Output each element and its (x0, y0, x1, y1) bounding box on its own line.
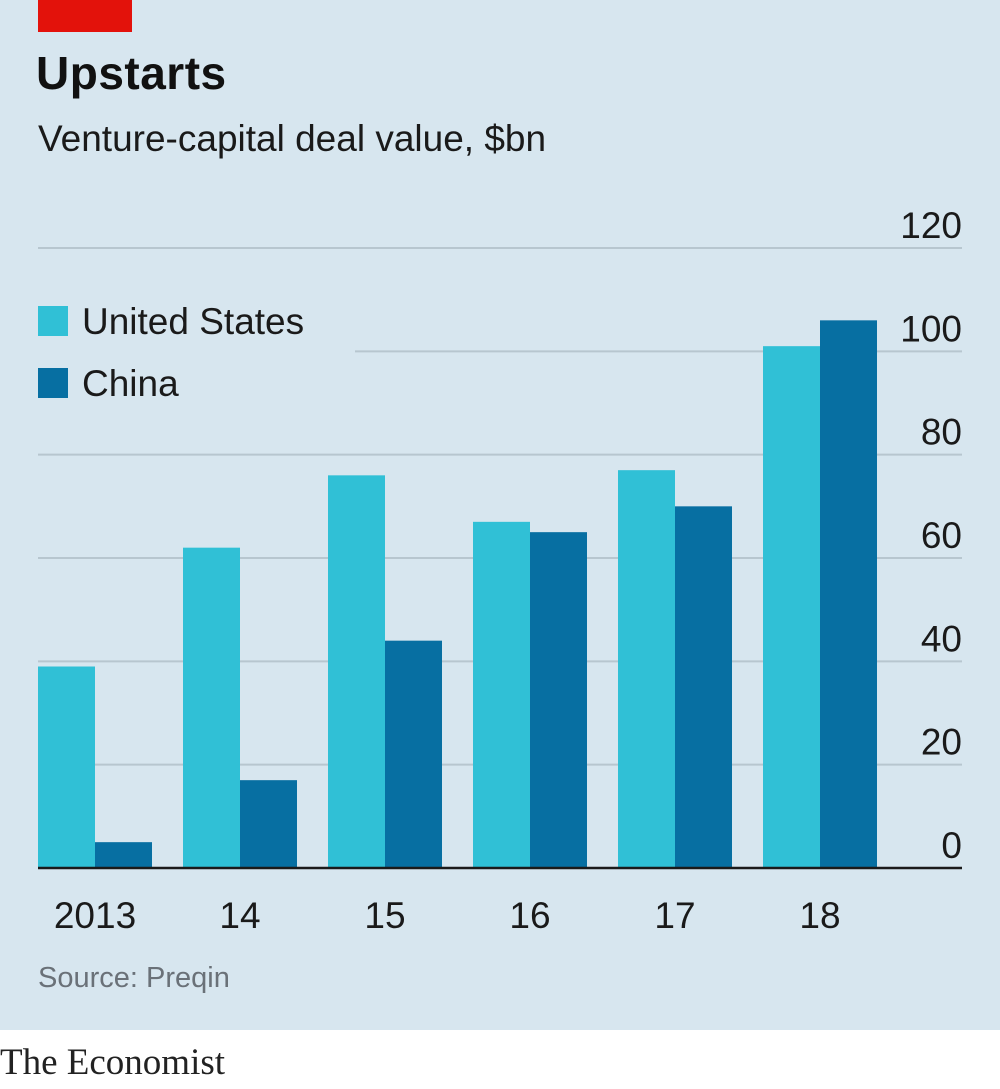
bar-china-17 (675, 506, 732, 868)
y-tick-label: 60 (921, 515, 962, 556)
bar-china-14 (240, 780, 297, 868)
legend-label: China (82, 363, 179, 404)
source-note: Source: Preqin (38, 962, 230, 994)
y-tick-label: 20 (921, 722, 962, 763)
x-tick-label: 18 (799, 895, 840, 936)
y-tick-label: 100 (900, 308, 962, 349)
bars (38, 320, 877, 869)
bar-united-states-2013 (38, 666, 95, 868)
bar-united-states-18 (763, 346, 820, 869)
bar-china-2013 (95, 842, 152, 868)
bar-china-18 (820, 320, 877, 868)
chart-panel: Upstarts Venture-capital deal value, $bn… (0, 0, 1000, 1030)
y-tick-label: 120 (900, 205, 962, 246)
x-tick-label: 14 (219, 895, 260, 936)
legend: United States China (38, 301, 304, 404)
bar-united-states-16 (473, 521, 530, 868)
bar-united-states-15 (328, 475, 385, 868)
bar-united-states-17 (618, 470, 675, 868)
chart-title: Upstarts (36, 47, 227, 99)
axes: 0 20 40 60 80 100 120 2013 14 15 16 17 18 (38, 205, 962, 936)
legend-label: United States (82, 301, 304, 342)
x-tick-label: 2013 (54, 895, 136, 936)
publisher-logo: The Economist (0, 1042, 226, 1083)
bar-chart: 0 20 40 60 80 100 120 2013 14 15 16 17 18 United Sta… (38, 205, 962, 936)
y-tick-label: 40 (921, 618, 962, 659)
y-tick-label: 0 (941, 825, 962, 866)
x-tick-label: 16 (509, 895, 550, 936)
y-tick-label: 80 (921, 412, 962, 453)
brand-accent-tab (38, 0, 132, 32)
chart-subtitle: Venture-capital deal value, $bn (38, 118, 547, 159)
x-tick-label: 15 (364, 895, 405, 936)
bar-china-15 (385, 640, 442, 868)
bar-china-16 (530, 532, 587, 868)
bar-united-states-14 (183, 547, 240, 868)
x-tick-label: 17 (654, 895, 695, 936)
legend-swatch-united-states (38, 306, 68, 336)
legend-swatch-china (38, 368, 68, 398)
